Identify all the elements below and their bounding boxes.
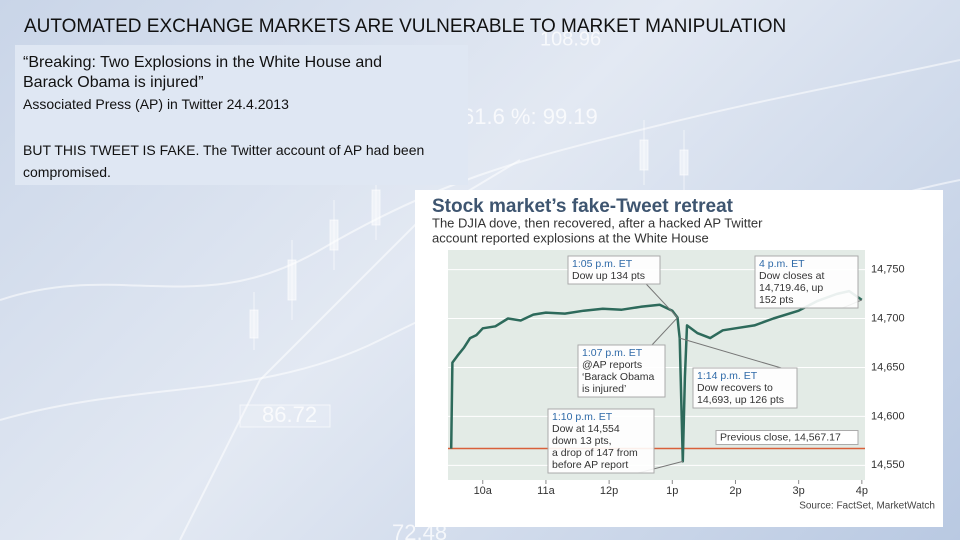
background-label: 61.6 %: 99.19	[462, 104, 598, 129]
annotation-text: before AP report	[552, 459, 628, 471]
leader-line	[679, 337, 782, 369]
y-tick-label: 14,750	[871, 263, 905, 275]
quote-line: Barack Obama is injured”	[23, 74, 204, 91]
x-tick-label: 1p	[666, 485, 678, 497]
annotation-time: 4 p.m. ET	[759, 258, 805, 270]
annotation-text: a drop of 147 from	[552, 447, 638, 459]
leader-line	[651, 317, 678, 346]
reference-label-box	[715, 430, 859, 446]
annotation-box	[567, 255, 661, 285]
annotation-text: is injured’	[582, 383, 626, 395]
annotation-time: 1:14 p.m. ET	[697, 370, 758, 382]
annotation-time: 1:10 p.m. ET	[552, 411, 613, 423]
note: BUT THIS TWEET IS FAKE. The Twitter acco…	[23, 142, 425, 180]
y-tick-label: 14,550	[871, 459, 905, 471]
background-label: 86.72	[262, 402, 317, 427]
annotation-time: 1:07 p.m. ET	[582, 347, 643, 359]
quote-line: “Breaking: Two Explosions in the White H…	[23, 54, 383, 71]
annotation-text: ‘Barack Obama	[582, 371, 655, 383]
x-tick-label: 11a	[537, 485, 555, 497]
quote: “Breaking: Two Explosions in the White H…	[23, 53, 382, 93]
x-tick-label: 4p	[856, 485, 868, 497]
annotation-box	[547, 408, 655, 474]
reference-label: Previous close, 14,567.17	[720, 431, 841, 443]
quote-source: Associated Press (AP) in Twitter 24.4.20…	[23, 96, 289, 112]
chart-subtitle: The DJIA dove, then recovered, after a h…	[432, 215, 763, 230]
background-label: 108.96	[540, 28, 601, 50]
annotation-box	[577, 344, 666, 398]
chart-title: Stock market’s fake-Tweet retreat	[432, 196, 734, 217]
leader-line	[645, 283, 678, 318]
chart-subtitle: account reported explosions at the White…	[432, 230, 709, 245]
x-tick-label: 10a	[474, 485, 493, 497]
slide-title: AUTOMATED EXCHANGE MARKETS ARE VULNERABL…	[24, 16, 787, 37]
annotation-text: Dow closes at	[759, 270, 824, 282]
annotation-time: 1:05 p.m. ET	[572, 258, 633, 270]
data-line	[449, 289, 863, 463]
text-box: “Breaking: Two Explosions in the White H…	[15, 45, 468, 185]
y-tick-label: 14,600	[871, 410, 905, 422]
y-tick-label: 14,650	[871, 361, 905, 373]
x-tick-label: 3p	[793, 485, 805, 497]
annotation-text: Dow up 134 pts	[572, 270, 645, 282]
annotation-box	[754, 255, 859, 309]
annotation-box	[692, 367, 798, 409]
x-tick-label: 2p	[729, 485, 741, 497]
annotation-text: @AP reports	[582, 359, 642, 371]
annotation-text: 152 pts	[759, 294, 793, 306]
annotation-text: Dow at 14,554	[552, 423, 620, 435]
chart-source: Source: FactSet, MarketWatch	[799, 501, 935, 512]
annotation-text: 14,719.46, up	[759, 282, 823, 294]
y-tick-label: 14,700	[871, 312, 905, 324]
annotation-text: Dow recovers to	[697, 382, 773, 394]
x-tick-label: 12p	[600, 485, 618, 497]
annotation-text: down 13 pts,	[552, 435, 612, 447]
annotation-text: 14,693, up 126 pts	[697, 394, 784, 406]
